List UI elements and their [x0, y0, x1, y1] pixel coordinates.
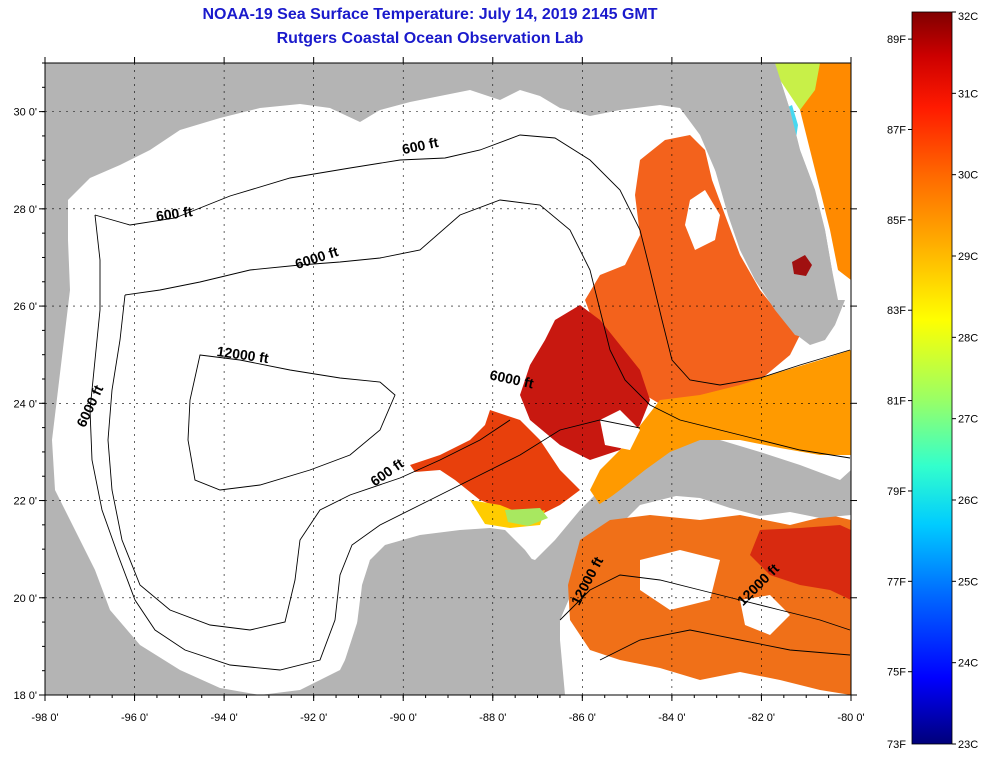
lat-label: 30 0': [13, 107, 37, 119]
contour-12000ft-carib2: [599, 629, 851, 661]
celsius-label: 24C: [958, 658, 978, 670]
sst-florida-strait: [590, 350, 851, 505]
fahrenheit-label: 81F: [887, 396, 906, 408]
lon-label: -88 0': [479, 712, 506, 724]
cloud-gap: [600, 410, 640, 450]
celsius-label: 31C: [958, 88, 978, 100]
sst-atlantic-east: [800, 63, 851, 280]
lon-label: -84 0': [658, 712, 685, 724]
contour-label: 12000 ft: [216, 343, 270, 366]
lat-label: 28 0': [13, 204, 37, 216]
celsius-label: 30C: [958, 170, 978, 182]
celsius-label: 27C: [958, 414, 978, 426]
contour-label: 600 ft: [401, 134, 440, 157]
contour-600ft: [94, 134, 851, 386]
sst-west-patch: [410, 410, 580, 515]
cuba-land: [598, 462, 851, 518]
lon-label: -98 0': [31, 712, 58, 724]
fahrenheit-label: 79F: [887, 486, 906, 498]
lon-label: -94 0': [211, 712, 238, 724]
cloud-gap: [640, 550, 720, 610]
fahrenheit-label: 77F: [887, 576, 906, 588]
sst-caribbean-hot: [750, 525, 851, 600]
sst-atlantic-cool: [775, 63, 820, 110]
bathymetry-contours: [89, 134, 851, 671]
lake-okeechobee: [792, 255, 812, 276]
celsius-label: 29C: [958, 251, 978, 263]
contour-600ft-west: [89, 214, 641, 671]
contour-12000ft: [187, 354, 396, 491]
lon-label: -82 0': [748, 712, 775, 724]
lon-label: -92 0': [300, 712, 327, 724]
fahrenheit-label: 83F: [887, 305, 906, 317]
contour-6000ft: [124, 199, 851, 459]
lon-label: -96 0': [121, 712, 148, 724]
yucatan-land: [340, 530, 565, 695]
celsius-label: 25C: [958, 576, 978, 588]
lat-label: 20 0': [13, 593, 37, 605]
cloud-gap: [685, 190, 720, 250]
lon-label: -86 0': [569, 712, 596, 724]
lat-label: 22 0': [13, 496, 37, 508]
fahrenheit-label: 85F: [887, 215, 906, 227]
sst-green-patch: [505, 508, 548, 526]
colorbar-labels: 32C 31C 30C 29C 28C 27C 26C 25C 24C 23C 89F 87F 85F 8…: [887, 11, 978, 751]
fahrenheit-label: 87F: [887, 124, 906, 136]
lat-label: 18 0': [13, 690, 37, 702]
fahrenheit-label: 89F: [887, 34, 906, 46]
fahrenheit-label: 73F: [887, 739, 906, 751]
lat-label: 24 0': [13, 398, 37, 410]
celsius-label: 23C: [958, 739, 978, 751]
lon-label: -80 0': [837, 712, 864, 724]
cloud-gap: [740, 595, 790, 635]
lon-label: -90 0': [390, 712, 417, 724]
colorbar: 32C 31C 30C 29C 28C 27C 26C 25C 24C 23C 89F 87F 85F 8…: [887, 11, 978, 751]
lat-label: 26 0': [13, 301, 37, 313]
contour-label: 600 ft: [155, 203, 194, 224]
contour-6000ft-west: [107, 294, 511, 631]
sst-warm-pool: [585, 135, 800, 410]
contour-12000ft-carib: [559, 574, 851, 631]
celsius-label: 32C: [958, 11, 978, 23]
celsius-label: 28C: [958, 332, 978, 344]
fahrenheit-label: 75F: [887, 667, 906, 679]
map-subtitle: Rutgers Coastal Ocean Observation Lab: [276, 30, 584, 47]
celsius-label: 26C: [958, 495, 978, 507]
graticule: [45, 63, 851, 695]
map-title: NOAA-19 Sea Surface Temperature: July 14…: [202, 6, 658, 23]
colorbar-ramp: [911, 11, 953, 745]
map-axes: -98 0' -96 0' -94 0' -92 0' -90 0' -88 0' -86 …: [13, 57, 865, 724]
